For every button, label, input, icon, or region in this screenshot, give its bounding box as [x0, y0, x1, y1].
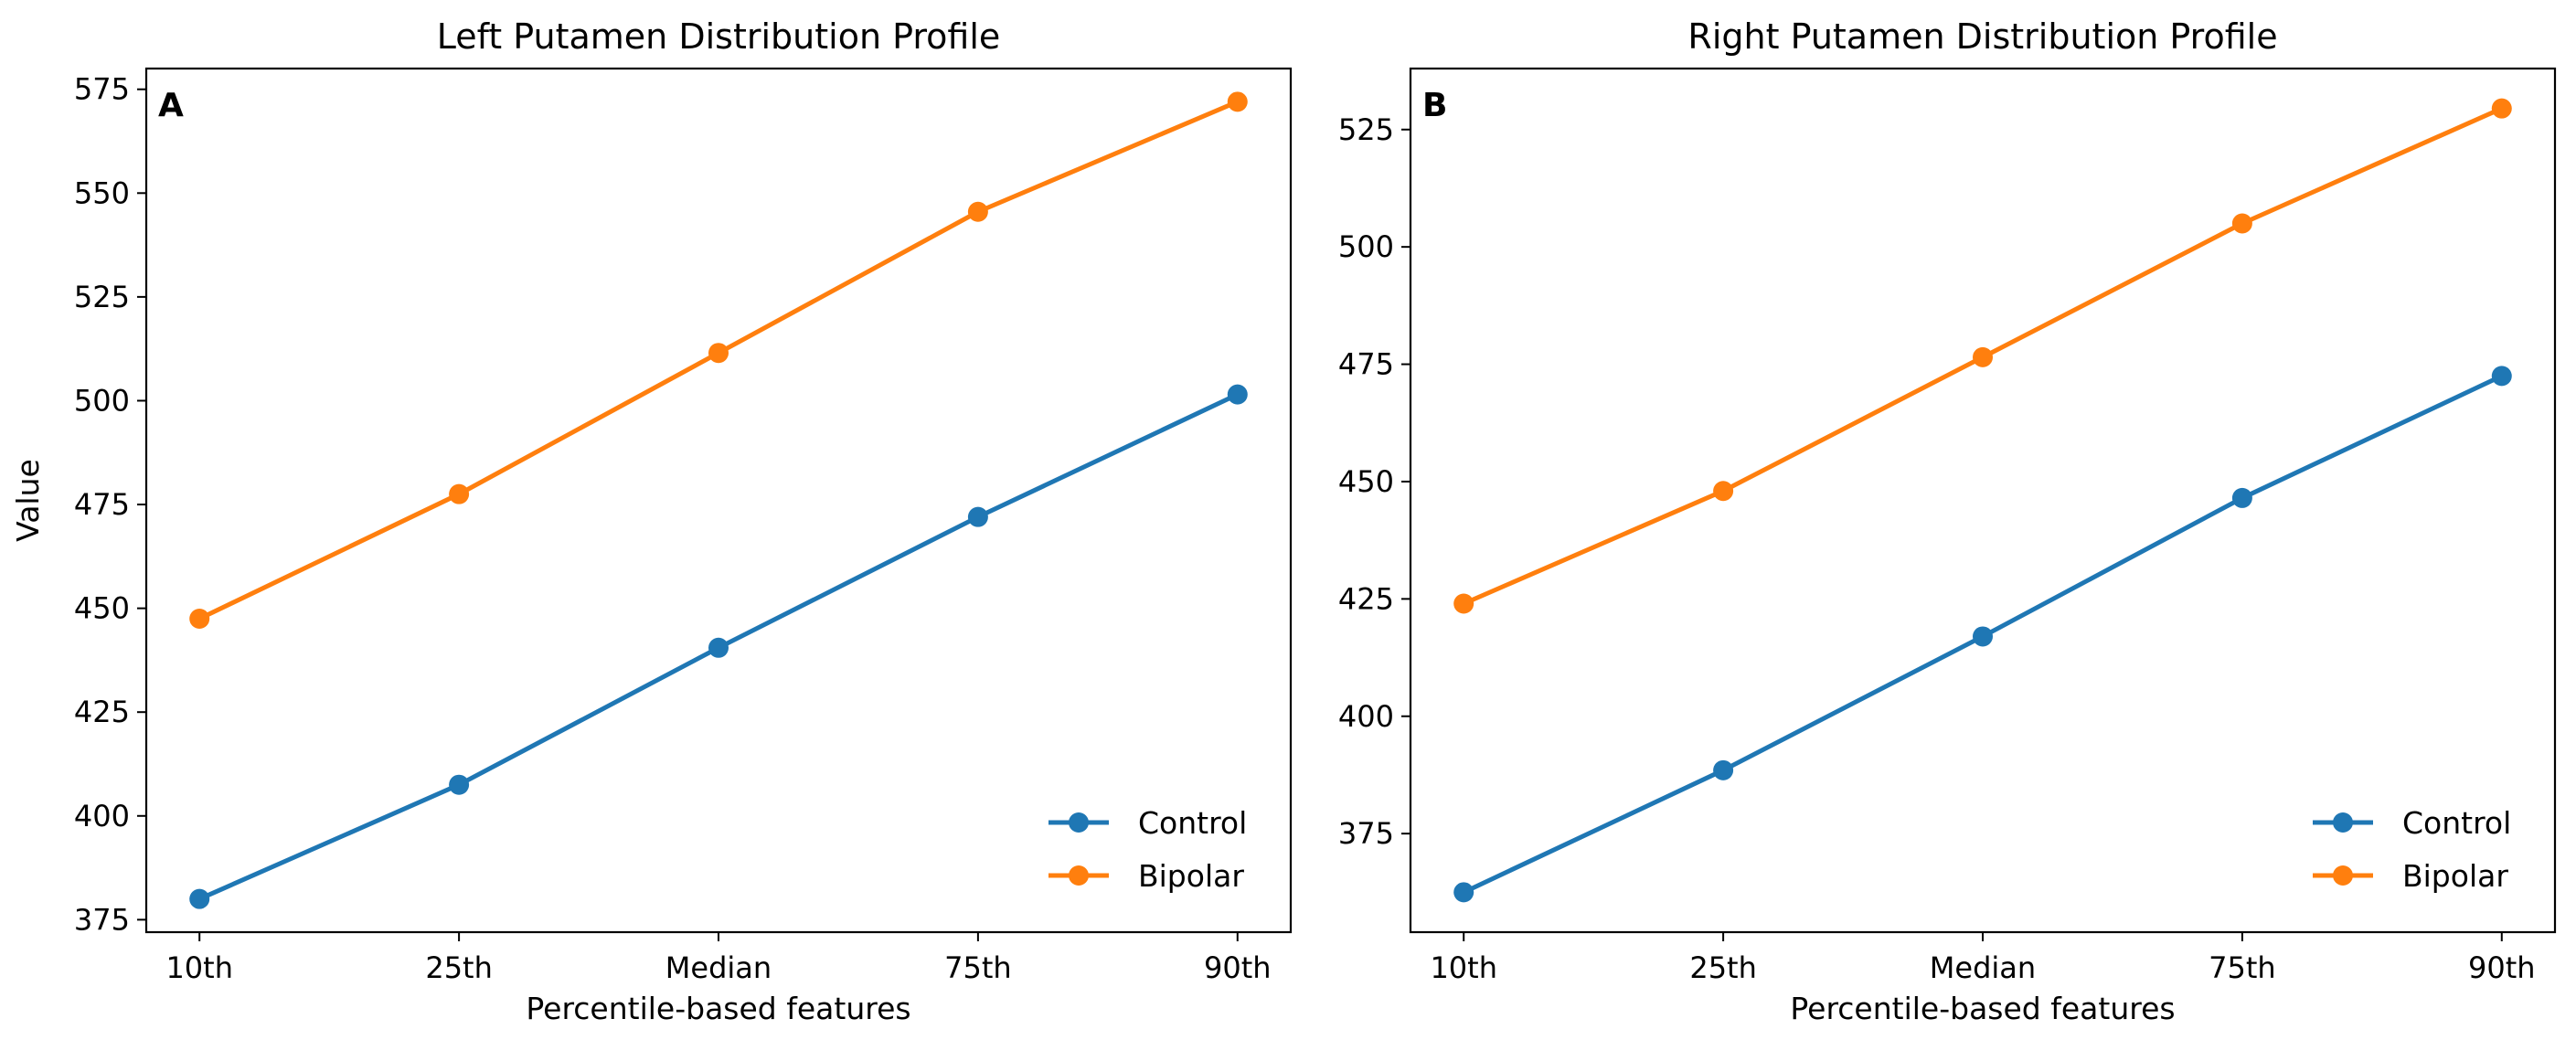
data-point-bipolar	[2491, 98, 2512, 119]
series-bipolar	[1453, 98, 2512, 614]
data-point-bipolar	[2231, 213, 2252, 234]
x-axis-label: Percentile-based features	[1790, 991, 2175, 1026]
x-tick-label: 10th	[165, 950, 233, 985]
y-tick-label: 550	[74, 175, 130, 210]
data-point-control	[1713, 759, 1734, 780]
y-tick-label: 500	[74, 383, 130, 418]
data-point-bipolar	[1973, 346, 1993, 367]
x-tick-label: 90th	[2468, 950, 2536, 985]
y-tick-label: 400	[1338, 699, 1394, 734]
data-point-bipolar	[967, 201, 988, 222]
x-tick-label: 25th	[1689, 950, 1757, 985]
legend-marker	[2333, 865, 2353, 886]
x-tick-label: 90th	[1204, 950, 1272, 985]
data-point-control	[189, 888, 210, 909]
data-point-control	[1973, 626, 1993, 647]
legend-marker	[1069, 812, 1089, 833]
series-control	[189, 384, 1248, 909]
legend-label: Control	[1138, 805, 1247, 841]
y-tick-label: 400	[74, 799, 130, 833]
x-tick-label: 75th	[944, 950, 1012, 985]
x-tick-label: 10th	[1430, 950, 1497, 985]
data-point-control	[1227, 384, 1248, 405]
x-tick-label: 25th	[425, 950, 493, 985]
series-bipolar	[189, 91, 1248, 629]
y-tick-label: 525	[74, 280, 130, 314]
legend-label: Control	[2402, 805, 2511, 841]
panel-letter: B	[1422, 87, 1447, 124]
x-tick-label: Median	[1930, 950, 2036, 985]
data-point-control	[449, 774, 470, 795]
data-point-bipolar	[189, 608, 210, 629]
y-tick-label: 450	[1338, 464, 1394, 499]
legend-marker	[2333, 812, 2353, 833]
legend-label: Bipolar	[2402, 858, 2508, 894]
plot-frame	[1409, 67, 2557, 934]
data-point-bipolar	[449, 483, 470, 504]
chart-panel-b: Right Putamen Distribution Profile 375 400…	[1338, 16, 2557, 1026]
y-tick-label: 525	[1338, 112, 1394, 147]
data-point-bipolar	[1713, 481, 1734, 502]
legend: Control Bipolar	[1048, 805, 1247, 894]
y-tick-label: 425	[74, 695, 130, 729]
data-point-control	[2491, 366, 2512, 387]
y-axis-label: Value	[10, 459, 46, 542]
y-tick-label: 425	[1338, 581, 1394, 616]
data-point-bipolar	[1227, 91, 1248, 112]
chart-title: Left Putamen Distribution Profile	[437, 16, 1001, 57]
legend: Control Bipolar	[2313, 805, 2511, 894]
x-tick-label: 75th	[2209, 950, 2276, 985]
data-point-control	[1453, 882, 1474, 903]
y-tick-label: 375	[74, 902, 130, 937]
legend-marker	[1069, 865, 1089, 886]
panel-letter: A	[158, 87, 184, 124]
x-axis-label: Percentile-based features	[526, 991, 910, 1026]
series-control	[1453, 366, 2512, 903]
data-point-bipolar	[708, 343, 729, 364]
y-tick-label: 450	[74, 591, 130, 626]
y-tick-label: 500	[1338, 229, 1394, 264]
y-tick-label: 575	[74, 72, 130, 107]
plot-frame	[144, 67, 1293, 934]
data-point-bipolar	[1453, 593, 1474, 614]
y-tick-label: 375	[1338, 816, 1394, 851]
chart-title: Right Putamen Distribution Profile	[1687, 16, 2277, 57]
chart-panel-a: Left Putamen Distribution Profile 375 400 4…	[10, 16, 1293, 1026]
legend-label: Bipolar	[1138, 858, 1244, 894]
data-point-control	[967, 506, 988, 527]
data-point-control	[2231, 487, 2252, 508]
data-point-control	[708, 637, 729, 658]
y-tick-label: 475	[1338, 347, 1394, 382]
y-tick-label: 475	[74, 487, 130, 522]
x-tick-label: Median	[665, 950, 772, 985]
